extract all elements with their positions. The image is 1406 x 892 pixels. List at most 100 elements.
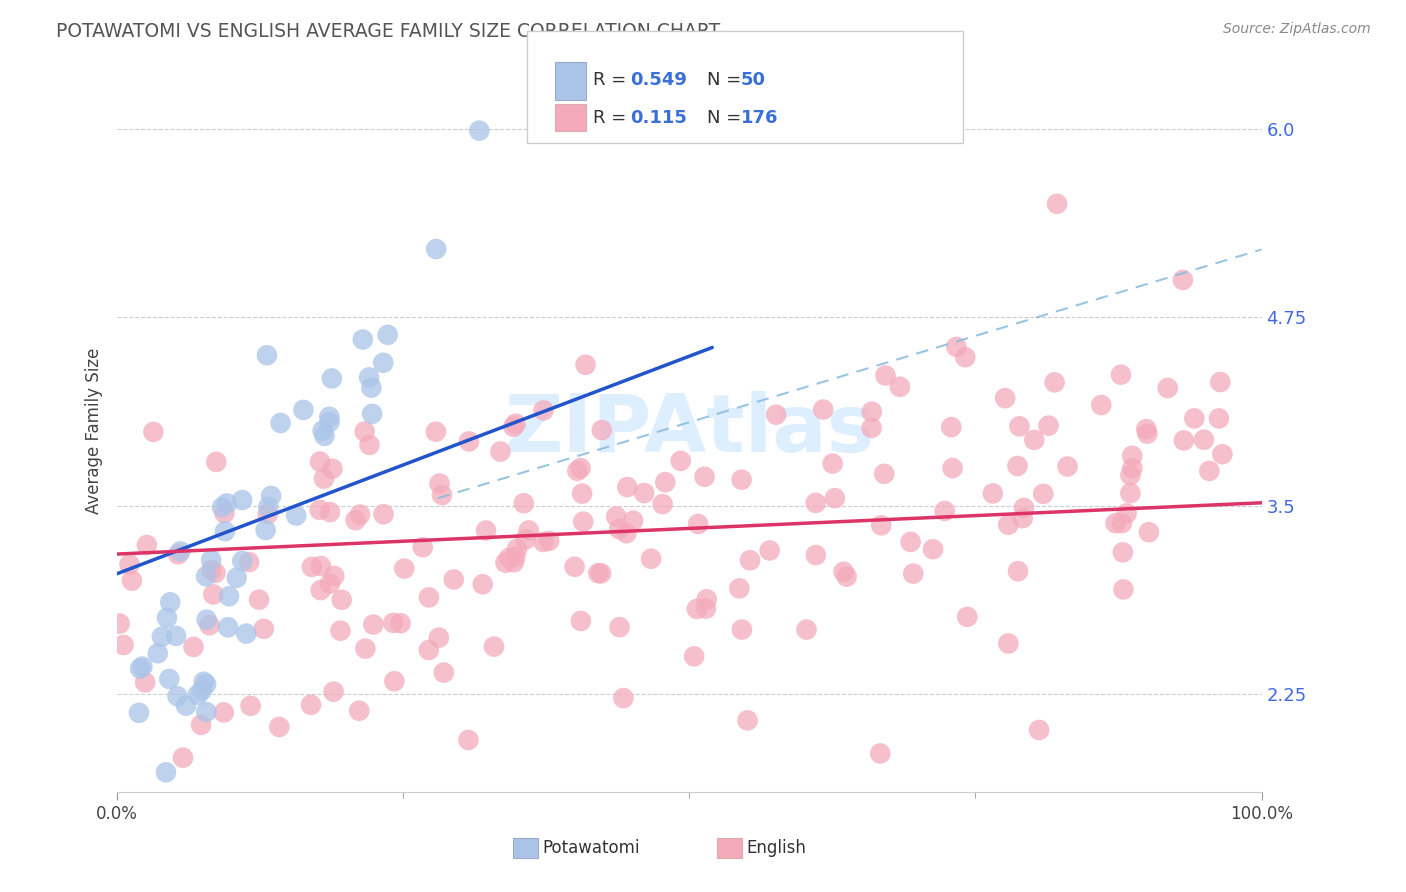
Point (804, 548, 827, 562)
Point (231, 493, 253, 508)
Point (318, 409, 340, 424)
Point (1211, 447, 1233, 461)
Point (533, 403, 555, 417)
Point (135, 538, 157, 552)
Point (1198, 464, 1220, 478)
Point (502, 419, 524, 434)
Point (1007, 564, 1029, 578)
Point (832, 565, 855, 579)
Point (981, 486, 1004, 500)
Point (312, 472, 335, 486)
Point (1090, 398, 1112, 412)
Point (159, 595, 181, 609)
Point (157, 672, 180, 686)
Point (564, 559, 586, 574)
Point (1136, 426, 1159, 441)
Point (254, 523, 277, 537)
Point (505, 549, 527, 564)
Point (212, 706, 235, 720)
Point (167, 547, 190, 561)
Point (318, 415, 340, 429)
Point (1104, 516, 1126, 531)
Point (607, 522, 630, 536)
Point (260, 489, 283, 503)
Point (195, 613, 218, 627)
Point (425, 242, 447, 256)
Point (997, 517, 1019, 532)
Point (301, 559, 323, 574)
Point (353, 425, 375, 439)
Point (128, 706, 150, 720)
Point (609, 620, 631, 634)
Point (574, 358, 596, 372)
Point (1038, 418, 1060, 433)
Text: 176: 176 (741, 109, 779, 127)
Point (314, 429, 336, 443)
Point (214, 524, 236, 538)
Point (457, 733, 479, 747)
Point (475, 524, 498, 538)
Point (517, 524, 540, 538)
Text: Potawatomi: Potawatomi (543, 839, 640, 857)
Point (205, 455, 228, 469)
Point (354, 641, 377, 656)
Point (146, 646, 169, 660)
Point (821, 457, 844, 471)
Point (1171, 273, 1194, 287)
Point (860, 405, 883, 419)
Point (468, 123, 491, 137)
Point (903, 566, 925, 581)
Point (621, 514, 644, 528)
Point (292, 403, 315, 417)
Point (121, 574, 143, 588)
Text: Source: ZipAtlas.com: Source: ZipAtlas.com (1223, 22, 1371, 37)
Text: English: English (747, 839, 807, 857)
Point (344, 513, 367, 527)
Point (195, 569, 218, 583)
Text: N =: N = (707, 71, 747, 89)
Point (108, 616, 131, 631)
Point (900, 535, 922, 549)
Point (382, 674, 405, 689)
Point (394, 561, 416, 575)
Point (231, 554, 253, 568)
Point (571, 486, 593, 500)
Point (875, 368, 897, 383)
Point (765, 408, 787, 422)
Point (471, 577, 494, 591)
Point (1011, 511, 1033, 525)
Point (591, 566, 613, 581)
Y-axis label: Average Family Size: Average Family Size (86, 347, 103, 514)
Point (311, 424, 333, 438)
Point (811, 402, 834, 417)
Point (285, 508, 308, 523)
Point (494, 556, 516, 570)
Point (730, 473, 752, 487)
Point (373, 356, 395, 370)
Point (1119, 468, 1142, 483)
Point (359, 370, 381, 384)
Point (156, 611, 179, 625)
Text: ZIPAtlas: ZIPAtlas (503, 392, 875, 469)
Point (502, 555, 524, 569)
Point (696, 592, 718, 607)
Point (389, 616, 412, 631)
Point (1012, 500, 1035, 515)
Text: 0.549: 0.549 (630, 71, 686, 89)
Text: 50: 50 (741, 71, 766, 89)
Point (131, 659, 153, 673)
Point (616, 526, 638, 541)
Point (505, 417, 527, 431)
Point (688, 516, 710, 531)
Point (1024, 433, 1046, 447)
Point (323, 569, 346, 583)
Point (498, 550, 520, 565)
Point (218, 589, 240, 603)
Point (195, 705, 218, 719)
Point (214, 506, 236, 520)
Point (506, 541, 529, 556)
Point (1109, 368, 1132, 382)
Point (567, 464, 589, 478)
Point (299, 698, 322, 712)
Point (1111, 516, 1133, 531)
